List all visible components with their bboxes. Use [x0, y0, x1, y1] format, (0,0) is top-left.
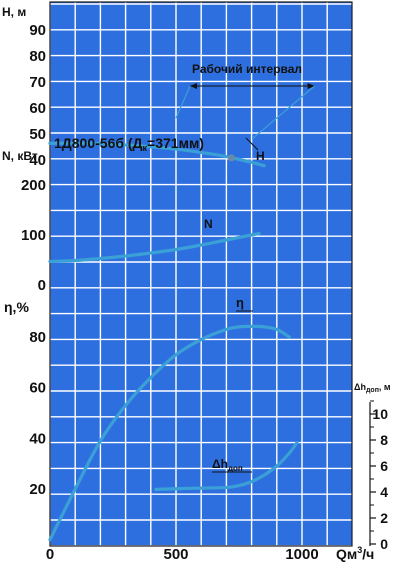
model-label-suffix: =371мм): [147, 135, 204, 151]
model-label: 1Д800-56б (Дк=371мм): [54, 135, 204, 153]
npsh-series-label: Δhдоп: [212, 457, 243, 473]
tick-label: 80: [29, 329, 46, 346]
tick-label: 70: [29, 74, 46, 91]
npsh-series-label-sub: доп: [228, 464, 243, 473]
tick-label: 1000: [285, 546, 318, 563]
head-curve-marker: [227, 154, 235, 162]
model-label-main: 1Д800-56б (Д: [54, 135, 143, 151]
tick-label: 60: [29, 100, 46, 117]
tick-label: 10: [372, 406, 388, 422]
npsh-series-label-main: Δh: [212, 457, 228, 471]
model-label-sub: к: [143, 143, 148, 153]
efficiency-axis-label: η,%: [4, 299, 29, 315]
efficiency-series-label: η: [236, 295, 244, 310]
x-axis-label-sup: 3: [357, 545, 362, 555]
head-series-label: H: [256, 149, 265, 163]
working-interval-leader-left: [175, 85, 191, 119]
power-curve: [48, 231, 261, 264]
x-axis-label: Qм3/ч: [336, 545, 374, 562]
x-axis-ticks: 0 500 1000: [46, 546, 319, 563]
npsh-axis-label-main: Δh: [354, 382, 366, 392]
tick-label: 40: [29, 152, 46, 169]
working-interval-leader-right: [251, 85, 315, 140]
head-axis-label: H, м: [2, 5, 26, 19]
npsh-axis-label: Δhдоп, м: [354, 382, 391, 394]
curves: [48, 141, 299, 542]
working-interval-arrow-right: [307, 83, 315, 89]
power-series-label: N: [204, 217, 213, 231]
tick-label: 0: [38, 277, 46, 294]
x-axis-label-unit: /ч: [362, 546, 374, 562]
tick-label: 0: [46, 546, 54, 563]
head-curve: [48, 141, 266, 168]
plot-frame: [49, 1, 353, 547]
tick-label: 100: [21, 227, 46, 244]
npsh-curve: [154, 441, 299, 491]
tick-label: 90: [29, 22, 46, 39]
tick-label: 40: [29, 430, 46, 447]
npsh-axis-label-sub: доп: [366, 387, 379, 394]
npsh-axis-label-suffix: , м: [379, 382, 391, 392]
efficiency-axis-ticks: 20 40 60 80: [29, 329, 46, 498]
head-axis-ticks: 40 50 60 70 80 90: [29, 22, 46, 169]
tick-label: 60: [29, 380, 46, 397]
power-axis-label: N, кВт: [2, 149, 38, 163]
tick-label: 8: [380, 432, 388, 448]
working-interval-label: Рабочий интервал: [192, 62, 302, 76]
tick-label: 2: [380, 510, 388, 526]
tick-label: 4: [380, 484, 388, 500]
tick-label: 6: [380, 458, 388, 474]
power-axis-ticks: 0 100 200: [21, 177, 46, 294]
tick-label: 0: [380, 536, 388, 552]
working-interval: [175, 83, 315, 151]
tick-label: 20: [29, 481, 46, 498]
tick-label: 80: [29, 48, 46, 65]
efficiency-curve: [48, 324, 291, 542]
tick-label: 50: [29, 126, 46, 143]
tick-label: 500: [163, 546, 188, 563]
x-axis-label-main: Qм: [336, 546, 357, 562]
working-interval-arrow-left: [190, 83, 197, 89]
head-label-leader: [245, 137, 259, 151]
grid: [49, 2, 352, 547]
tick-label: 200: [21, 177, 46, 194]
npsh-axis-ticks: 0 2 4 6 8 10: [370, 400, 388, 552]
